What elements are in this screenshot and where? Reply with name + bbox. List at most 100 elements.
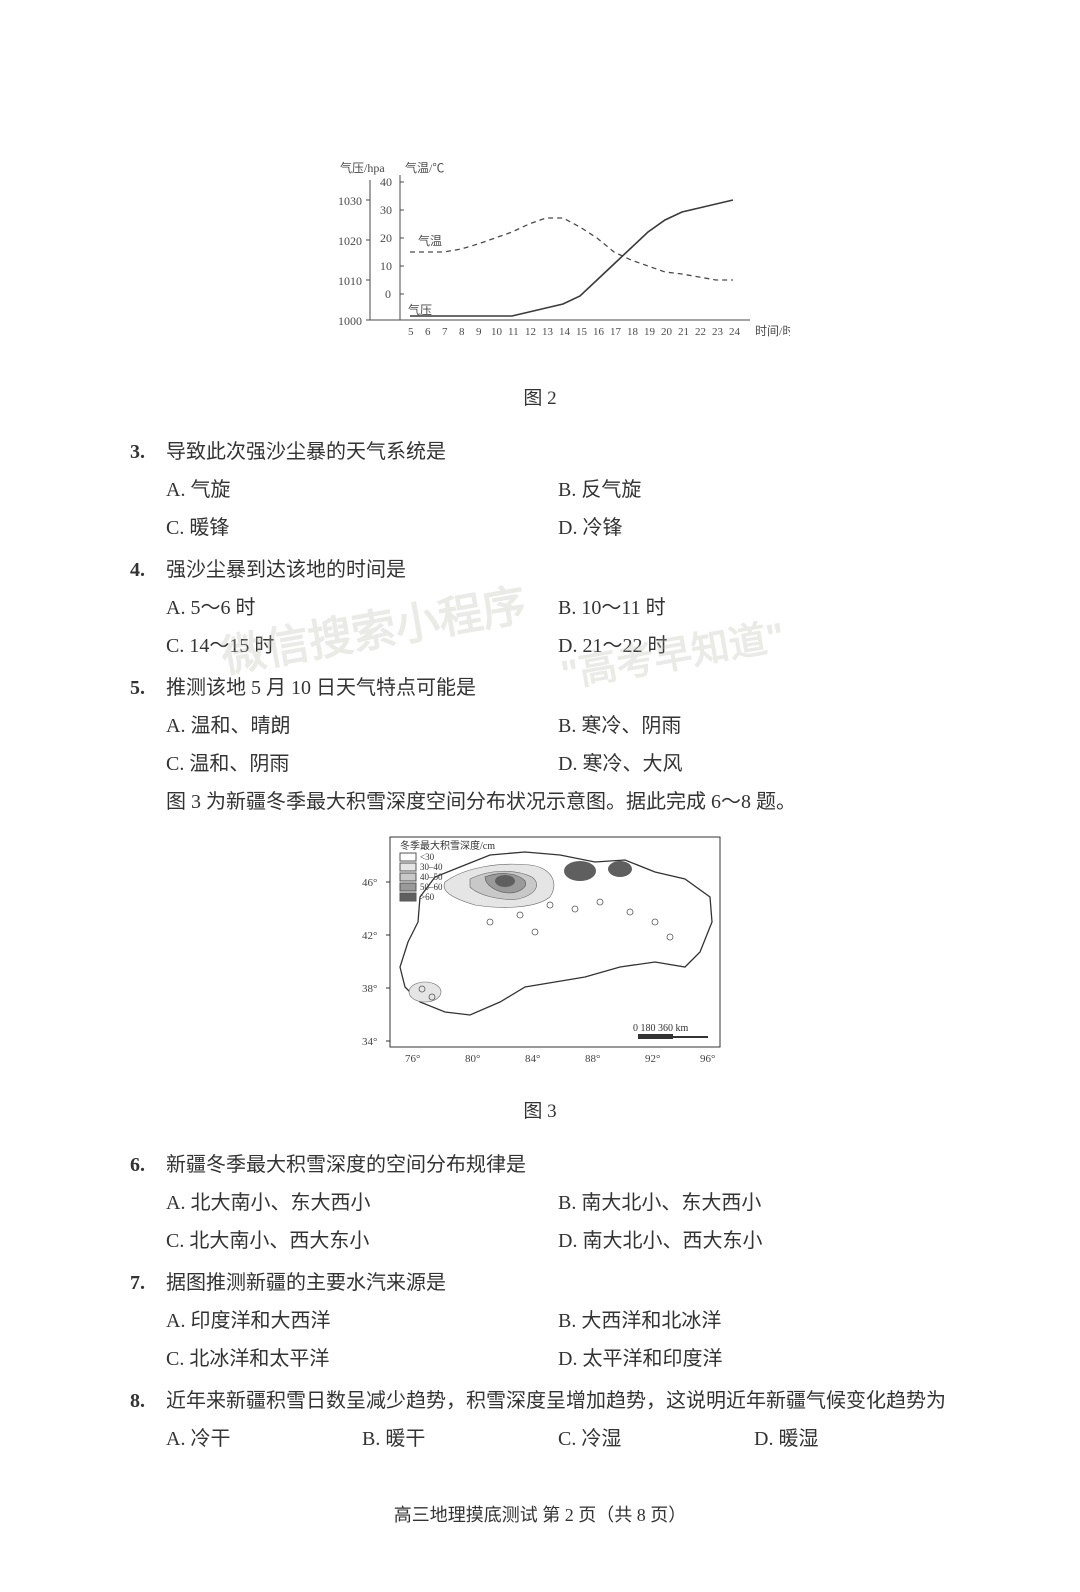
left-tick-1030: 1030 xyxy=(338,194,362,208)
q4-number: 4. xyxy=(130,551,166,589)
svg-text:13: 13 xyxy=(542,326,554,338)
q5-option-d: D. 寒冷、大风 xyxy=(558,745,950,783)
svg-text:14: 14 xyxy=(559,326,571,338)
q3-stem: 导致此次强沙尘暴的天气系统是 xyxy=(166,433,950,471)
page-footer: 高三地理摸底测试 第 2 页（共 8 页） xyxy=(130,1498,950,1532)
q3-option-a: A. 气旋 xyxy=(166,471,558,509)
q5-option-b: B. 寒冷、阴雨 xyxy=(558,707,950,745)
q4-option-d: D. 21～22 时 xyxy=(558,627,950,665)
map-outline xyxy=(400,852,712,1015)
svg-text:40–50: 40–50 xyxy=(420,872,443,882)
question-4: 4. 强沙尘暴到达该地的时间是 A. 5～6 时 B. 10～11 时 C. 1… xyxy=(130,551,950,665)
q4-option-c: C. 14～15 时 xyxy=(166,627,558,665)
svg-text:80°: 80° xyxy=(465,1053,480,1065)
x-tick-labels: 5678 9101112 13141516 17181920 21222324 xyxy=(408,326,741,338)
figure-2-caption: 图 2 xyxy=(130,381,950,417)
q7-option-a: A. 印度洋和大西洋 xyxy=(166,1302,558,1340)
svg-text:8: 8 xyxy=(459,326,465,338)
left-tick-1010: 1010 xyxy=(338,274,362,288)
zone-gt60-c xyxy=(608,861,632,877)
svg-text:5: 5 xyxy=(408,326,414,338)
q8-number: 8. xyxy=(130,1382,166,1420)
q6-number: 6. xyxy=(130,1146,166,1184)
svg-text:10: 10 xyxy=(491,326,503,338)
svg-text:88°: 88° xyxy=(585,1053,600,1065)
right-axis-label: 气温/℃ xyxy=(405,160,444,175)
svg-text:20: 20 xyxy=(661,326,673,338)
q6-option-b: B. 南大北小、东大西小 xyxy=(558,1184,950,1222)
svg-text:11: 11 xyxy=(508,326,519,338)
q6-stem: 新疆冬季最大积雪深度的空间分布规律是 xyxy=(166,1146,950,1184)
series-temperature xyxy=(410,218,733,280)
svg-text:0 180 360 km: 0 180 360 km xyxy=(633,1023,689,1034)
q8-option-a: A. 冷干 xyxy=(166,1420,362,1458)
svg-text:24: 24 xyxy=(729,326,741,338)
svg-text:30–40: 30–40 xyxy=(420,862,443,872)
figure-3-caption: 图 3 xyxy=(130,1094,950,1130)
q5-option-a: A. 温和、晴朗 xyxy=(166,707,558,745)
zone-gt60-a xyxy=(495,875,515,887)
q3-option-d: D. 冷锋 xyxy=(558,509,950,547)
question-8: 8. 近年来新疆积雪日数呈减少趋势，积雪深度呈增加趋势，这说明近年新疆气候变化趋… xyxy=(130,1382,950,1458)
annotation-pressure: 气压 xyxy=(408,302,432,317)
svg-text:92°: 92° xyxy=(645,1053,660,1065)
svg-text:18: 18 xyxy=(627,326,639,338)
lat-42: 42° xyxy=(362,930,377,942)
question-7: 7. 据图推测新疆的主要水汽来源是 A. 印度洋和大西洋 B. 大西洋和北冰洋 … xyxy=(130,1264,950,1378)
q6-option-c: C. 北大南小、西大东小 xyxy=(166,1222,558,1260)
q5-followup-text: 图 3 为新疆冬季最大积雪深度空间分布状况示意图。据此完成 6～8 题。 xyxy=(166,783,950,821)
svg-text:21: 21 xyxy=(678,326,689,338)
left-tick-1020: 1020 xyxy=(338,234,362,248)
q5-number: 5. xyxy=(130,669,166,707)
question-5: 5. 推测该地 5 月 10 日天气特点可能是 A. 温和、晴朗 B. 寒冷、阴… xyxy=(130,669,950,821)
svg-text:15: 15 xyxy=(576,326,588,338)
right-tick-20: 20 xyxy=(380,231,392,245)
svg-text:23: 23 xyxy=(712,326,724,338)
q4-option-a: A. 5～6 时 xyxy=(166,589,558,627)
svg-text:19: 19 xyxy=(644,326,656,338)
q6-option-a: A. 北大南小、东大西小 xyxy=(166,1184,558,1222)
svg-text:17: 17 xyxy=(610,326,622,338)
svg-text:<30: <30 xyxy=(420,852,435,862)
annotation-temp: 气温 xyxy=(418,233,442,248)
q7-stem: 据图推测新疆的主要水汽来源是 xyxy=(166,1264,950,1302)
q4-option-b: B. 10～11 时 xyxy=(558,589,950,627)
svg-text:96°: 96° xyxy=(700,1053,715,1065)
right-tick-40: 40 xyxy=(380,175,392,189)
scale-bar: 0 180 360 km xyxy=(633,1023,708,1039)
figure-3-map: 34° 38° 42° 46° 76° 80° 84° 88° 92° 96° xyxy=(350,827,730,1090)
lat-46: 46° xyxy=(362,877,377,889)
q7-option-c: C. 北冰洋和太平洋 xyxy=(166,1340,558,1378)
q7-option-b: B. 大西洋和北冰洋 xyxy=(558,1302,950,1340)
svg-text:>60: >60 xyxy=(420,892,435,902)
q8-option-b: B. 暖干 xyxy=(362,1420,558,1458)
right-tick-0: 0 xyxy=(385,287,391,301)
zone-gt60-b xyxy=(564,861,596,881)
question-3: 3. 导致此次强沙尘暴的天气系统是 A. 气旋 B. 反气旋 C. 暖锋 D. … xyxy=(130,433,950,547)
q8-stem: 近年来新疆积雪日数呈减少趋势，积雪深度呈增加趋势，这说明近年新疆气候变化趋势为 xyxy=(166,1382,950,1420)
svg-text:22: 22 xyxy=(695,326,706,338)
lat-34: 34° xyxy=(362,1036,377,1048)
q5-stem: 推测该地 5 月 10 日天气特点可能是 xyxy=(166,669,950,707)
left-tick-1000: 1000 xyxy=(338,314,362,328)
lon-ticks: 76° 80° 84° 88° 92° 96° xyxy=(405,1053,715,1065)
q6-option-d: D. 南大北小、西大东小 xyxy=(558,1222,950,1260)
q3-number: 3. xyxy=(130,433,166,471)
q3-option-b: B. 反气旋 xyxy=(558,471,950,509)
q8-option-c: C. 冷湿 xyxy=(558,1420,754,1458)
svg-text:16: 16 xyxy=(593,326,605,338)
q8-option-d: D. 暖湿 xyxy=(754,1420,950,1458)
svg-text:12: 12 xyxy=(525,326,536,338)
q7-option-d: D. 太平洋和印度洋 xyxy=(558,1340,950,1378)
series-pressure xyxy=(410,200,733,316)
svg-text:50–60: 50–60 xyxy=(420,882,443,892)
exam-page: 气压/hpa 1000 1010 1020 1030 气温/℃ 0 10 20 … xyxy=(0,0,1080,1592)
right-tick-10: 10 xyxy=(380,259,392,273)
svg-text:84°: 84° xyxy=(525,1053,540,1065)
q5-option-c: C. 温和、阴雨 xyxy=(166,745,558,783)
zone-sw xyxy=(409,982,441,1002)
q3-option-c: C. 暖锋 xyxy=(166,509,558,547)
svg-text:6: 6 xyxy=(425,326,431,338)
figure-2-chart: 气压/hpa 1000 1010 1020 1030 气温/℃ 0 10 20 … xyxy=(290,160,790,373)
left-axis-label: 气压/hpa xyxy=(340,160,385,175)
